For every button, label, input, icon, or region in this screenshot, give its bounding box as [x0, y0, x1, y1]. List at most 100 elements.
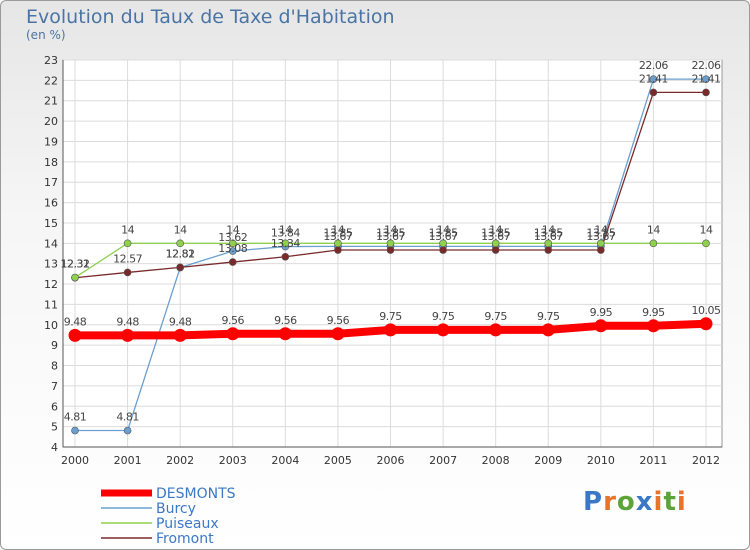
y-tick-label: 9 — [51, 339, 58, 352]
data-label: 4.81 — [116, 411, 139, 424]
y-tick-label: 4 — [51, 441, 58, 454]
legend-label: Puiseaux — [156, 516, 219, 532]
x-tick-label: 2009 — [534, 454, 562, 467]
labels-puiseaux: 12.32 14 14 14 14 14 14 14 14 14 14 14 14 — [61, 223, 714, 270]
y-tick-label: 19 — [44, 135, 58, 148]
data-point — [334, 246, 342, 254]
data-point — [123, 426, 132, 435]
data-label: 9.56 — [327, 314, 350, 327]
data-label: 14 — [331, 223, 344, 236]
data-point — [278, 327, 292, 341]
data-label: 13.85 — [429, 226, 458, 239]
x-tick-label: 2004 — [271, 454, 299, 467]
legend-label: Fromont — [156, 531, 214, 547]
data-point — [123, 268, 132, 277]
x-tick-label: 2007 — [429, 454, 457, 467]
chart-title: Evolution du Taux de Taxe d'Habitation — [26, 6, 395, 28]
data-point — [702, 75, 710, 83]
series-puiseaux — [71, 239, 710, 282]
plot-area — [62, 59, 723, 448]
data-label: 12.31 — [61, 258, 90, 271]
data-label: 13.34 — [271, 237, 300, 250]
data-label: 13.85 — [376, 226, 405, 239]
data-label: 9.56 — [222, 314, 245, 327]
data-point — [173, 328, 187, 342]
data-point — [176, 239, 184, 248]
x-tick-label: 2006 — [377, 454, 405, 467]
data-point — [594, 319, 608, 333]
data-label: 9.95 — [642, 306, 665, 319]
x-tick-label: 2011 — [639, 454, 667, 467]
y-tick-label: 20 — [44, 115, 58, 128]
data-point — [439, 239, 447, 248]
data-label: 21.41 — [692, 72, 721, 85]
data-label: 14 — [489, 223, 502, 236]
data-label: 9.48 — [169, 315, 192, 328]
data-label: 14 — [121, 223, 134, 236]
data-point — [491, 246, 500, 254]
y-tick-label: 10 — [44, 319, 58, 332]
data-label: 13.67 — [323, 230, 352, 243]
labels-fromont: 12.31 12.57 12.82 13.08 13.34 13.67 13.67 13.67… — [61, 72, 722, 271]
data-point — [541, 323, 555, 337]
data-label: 22.06 — [639, 59, 668, 72]
data-label: 13.62 — [218, 231, 247, 244]
data-label: 14 — [437, 223, 450, 236]
legend-label: Burcy — [156, 501, 196, 517]
data-label: 13.67 — [586, 230, 615, 243]
x-tick-label: 2000 — [61, 454, 89, 467]
data-label: 10.05 — [692, 304, 721, 317]
data-point — [123, 239, 132, 248]
y-tick-label: 8 — [51, 360, 58, 373]
y-tick-label: 6 — [51, 400, 58, 413]
data-point — [71, 426, 79, 435]
data-label: 13.84 — [271, 227, 300, 240]
data-label: 14 — [647, 223, 660, 236]
data-point — [121, 328, 135, 342]
y-tick-label: 7 — [51, 380, 58, 393]
data-point — [649, 75, 658, 83]
data-point — [699, 317, 713, 331]
y-tick-label: 12 — [44, 278, 58, 291]
data-point — [386, 239, 395, 248]
data-point — [646, 319, 660, 333]
data-point — [228, 247, 237, 255]
data-label: 14 — [384, 223, 397, 236]
logo-letter: i — [653, 487, 664, 517]
data-label: 9.48 — [116, 315, 139, 328]
data-label: 13.67 — [534, 230, 563, 243]
data-point — [176, 263, 184, 272]
y-tick-label: 18 — [44, 156, 58, 169]
x-tick-label: 2012 — [692, 454, 720, 467]
y-tick-label: 14 — [44, 237, 58, 250]
data-label: 4.81 — [64, 411, 87, 424]
data-label: 9.75 — [379, 310, 402, 323]
data-label: 13.67 — [429, 230, 458, 243]
data-label: 14 — [226, 223, 239, 236]
data-point — [649, 88, 658, 97]
y-tick-label: 17 — [44, 176, 58, 189]
data-point — [544, 246, 553, 254]
logo-letter: r — [603, 487, 617, 517]
data-label: 13.85 — [586, 226, 615, 239]
x-tick-label: 2001 — [114, 454, 142, 467]
data-point — [334, 239, 342, 248]
data-label: 14 — [542, 223, 555, 236]
y-tick-label: 16 — [44, 197, 58, 210]
data-point — [702, 239, 710, 248]
x-tick-label: 2005 — [324, 454, 352, 467]
data-point — [228, 258, 237, 266]
data-point — [68, 328, 82, 342]
x-tick-label: 2010 — [587, 454, 615, 467]
data-label: 13.67 — [376, 230, 405, 243]
data-label: 22.06 — [692, 59, 721, 72]
proxiti-logo: Proxiti — [583, 487, 687, 517]
data-point — [597, 246, 605, 254]
logo-letter: P — [583, 487, 604, 517]
data-point — [439, 246, 447, 254]
data-point — [228, 239, 237, 248]
data-point — [597, 239, 605, 248]
data-label: 21.41 — [639, 72, 668, 85]
